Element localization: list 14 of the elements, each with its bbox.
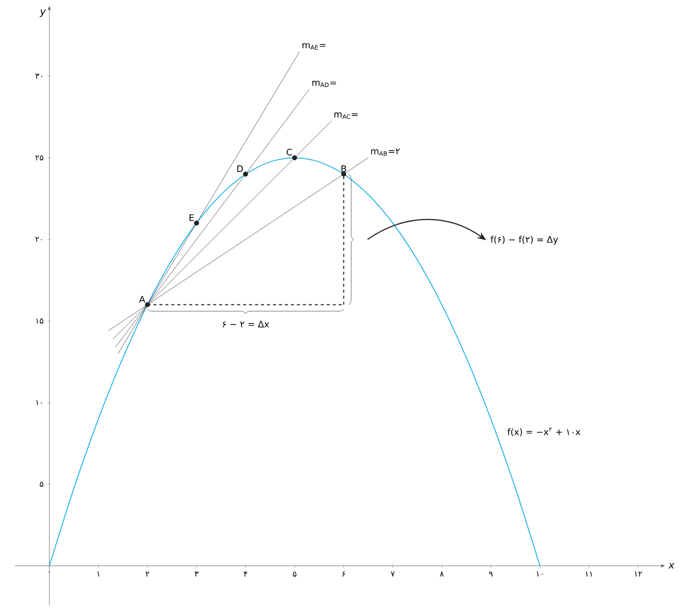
annotation: A xyxy=(139,296,146,302)
annotation: m$_{AE}$= xyxy=(302,43,326,50)
annotation: f(۶) − f(۲) = Δy xyxy=(490,236,558,245)
annotation: ۶ − ۲ = Δx xyxy=(222,320,270,328)
annotation: B xyxy=(341,165,346,172)
annotation: E xyxy=(190,214,194,221)
x-axis-title: x xyxy=(668,563,675,569)
annotation: m$_{AB}$=۲ xyxy=(371,148,400,156)
y-axis-title: y xyxy=(40,10,46,18)
annotation: D xyxy=(237,165,243,172)
annotation: f(x) = −x$^{۲}$ + ۱۰x xyxy=(508,427,580,436)
annotation: m$_{AC}$= xyxy=(334,112,358,119)
annotation: C xyxy=(286,148,292,156)
annotation: m$_{AD}$= xyxy=(312,80,336,88)
